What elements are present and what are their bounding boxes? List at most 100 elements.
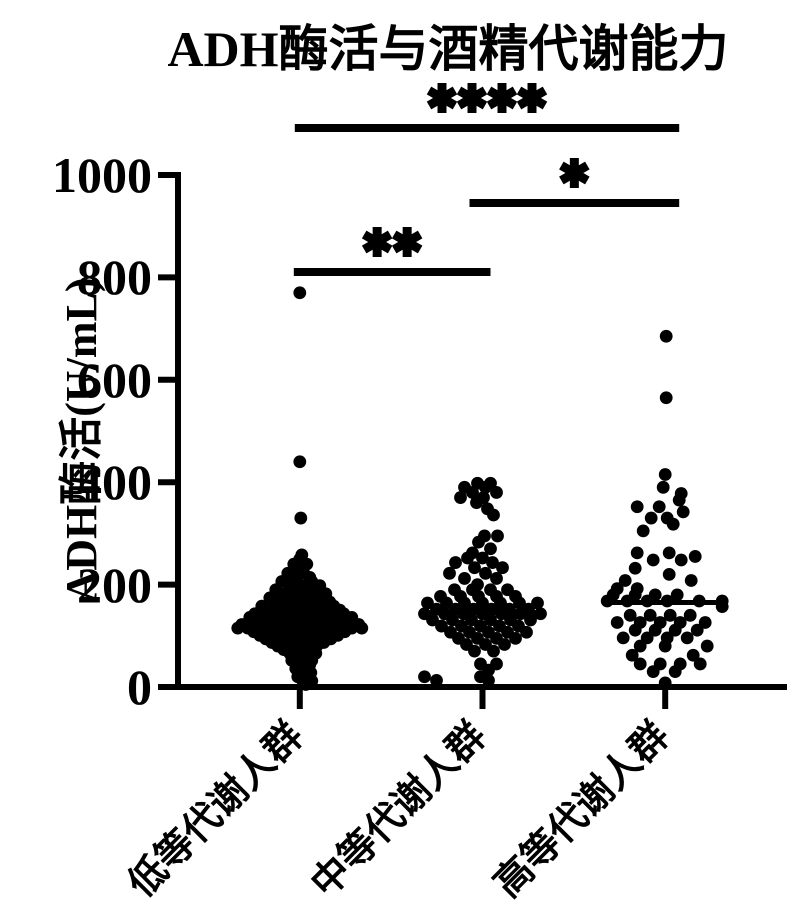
significance-asterisk-arm [559,161,590,185]
data-point [683,608,697,622]
data-point [446,613,459,627]
data-point [491,529,504,543]
data-point [662,546,676,560]
data-point [630,500,644,514]
data-point [672,493,686,507]
y-tick-label-600: 600 [77,352,152,408]
data-point [693,657,707,671]
data-point [498,638,511,651]
data-point [531,596,544,610]
data-point [688,550,702,563]
data-point [658,639,672,653]
data-point [494,596,507,610]
data-point [466,486,479,499]
data-point [646,553,660,567]
data-point [461,551,474,565]
data-point [486,556,499,569]
data-point [658,676,672,690]
data-point [616,631,630,645]
data-point [644,511,658,525]
data-point [426,613,439,627]
data-point [623,608,637,622]
data-point [648,623,662,637]
data-point [625,648,639,662]
data-point [700,639,714,653]
significance-asterisk-arm [391,230,423,254]
data-point [674,553,688,567]
data-point [476,596,489,610]
significance-asterisk-arm [361,230,393,254]
data-point [443,566,456,580]
data-point [454,491,467,504]
y-axis-label: ADH酶活(U/mL) [57,277,106,602]
data-point [490,486,503,499]
data-point [663,608,677,622]
y-tick-label-400: 400 [77,454,152,510]
significance-asterisk-arm [426,86,458,110]
data-point [449,556,462,569]
data-point [618,574,632,587]
data-point [670,588,684,602]
y-tick-label-800: 800 [77,249,152,305]
data-point [646,665,660,679]
significance-asterisk-arm [456,86,488,110]
data-point [668,665,682,679]
data-point [484,613,497,627]
data-point [476,551,489,565]
significance-asterisk-arm [486,86,518,110]
plot-area [158,83,787,709]
y-tick-label-0: 0 [127,659,152,715]
data-point [472,535,485,549]
data-point [299,678,313,691]
data-point [636,524,650,538]
data-point [628,623,642,637]
chart-title: ADH酶活与酒精代谢能力 [167,21,728,77]
data-point [686,648,700,662]
data-point [421,596,434,610]
data-point [293,286,307,300]
data-point [484,542,497,556]
data-point [659,329,673,343]
data-point [633,657,647,671]
data-point [496,561,509,575]
data-point [418,670,431,684]
data-point [293,455,307,469]
data-point [487,644,500,658]
data-point [652,500,666,514]
data-point [509,631,522,645]
data-point [668,623,682,637]
data-point [658,468,672,481]
data-point [470,496,483,510]
data-point [662,567,676,581]
data-point [690,623,704,637]
significance-asterisk-arm [516,86,548,110]
data-point [479,480,492,494]
data-point [680,631,694,645]
data-point [482,673,495,687]
data-point [676,505,690,519]
data-point [698,616,712,629]
data-point [440,596,453,610]
data-point [524,613,537,627]
data-point [490,572,503,585]
data-point [465,613,478,627]
data-point [610,616,624,629]
data-point [468,644,481,658]
data-point [468,561,481,575]
data-point [479,566,492,580]
data-point [666,517,680,531]
data-point [628,561,642,575]
data-point [435,619,448,633]
y-tick-label-200: 200 [77,557,152,613]
data-point [458,572,471,585]
data-point [656,480,670,494]
data-point [458,596,471,610]
data-point [513,596,526,610]
data-point [684,574,698,587]
data-point [430,673,443,687]
data-point [294,511,308,525]
data-point [659,391,673,405]
